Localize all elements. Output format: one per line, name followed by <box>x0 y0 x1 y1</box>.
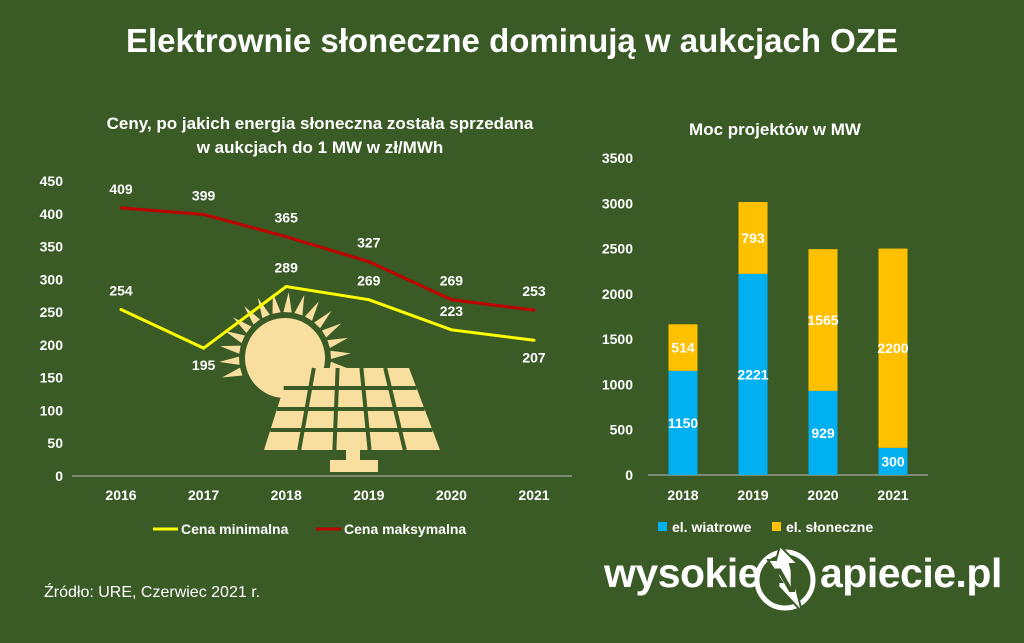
lightning-icon: N <box>754 544 816 614</box>
line-data-label: 409 <box>109 181 133 197</box>
bar-chart-y-tick: 0 <box>625 467 633 483</box>
line-chart-legend: Cena minimalna Cena maksymalna <box>153 521 466 537</box>
line-chart-y-tick: 50 <box>47 435 63 451</box>
bar-chart-x-tick: 2019 <box>737 487 768 503</box>
bar-chart-y-tick: 3500 <box>602 150 633 166</box>
line-point <box>202 212 206 216</box>
line-data-label: 289 <box>275 260 299 276</box>
bar-chart-y-tick: 500 <box>610 422 634 438</box>
line-legend-label: Cena maksymalna <box>344 521 466 537</box>
line-series-max <box>120 206 535 312</box>
line-data-label: 399 <box>192 187 216 203</box>
line-chart-x-tick: 2020 <box>436 487 467 503</box>
line-point <box>367 298 371 302</box>
line-chart-y-tick: 250 <box>40 304 64 320</box>
bar-chart-y-tick: 2000 <box>602 286 633 302</box>
line-chart-x-tick: 2021 <box>518 487 549 503</box>
line-chart-title-line-1: Ceny, po jakich energia słoneczna został… <box>106 114 534 133</box>
bar-chart-y-tick: 2500 <box>602 241 633 257</box>
bar-legend-swatch <box>772 522 781 531</box>
bar-chart-title: Moc projektów w MW <box>689 120 861 139</box>
line-point <box>449 298 453 302</box>
line-chart-x-tick: 2019 <box>353 487 384 503</box>
brand-logo[interactable]: wysokie N apiecie.pl <box>604 544 1002 618</box>
bar-chart-x-tick: 2021 <box>877 487 908 503</box>
bar-data-label: 1565 <box>807 312 838 328</box>
bar-data-label: 2221 <box>737 366 768 382</box>
bar-chart-y-tick: 1500 <box>602 331 633 347</box>
bar-data-label: 300 <box>881 453 905 469</box>
logo-mark: N <box>773 562 798 600</box>
line-chart-y-tick: 150 <box>40 370 64 386</box>
line-point <box>532 308 536 312</box>
bar-data-label: 2200 <box>877 340 908 356</box>
bar-chart-x-tick: 2020 <box>807 487 838 503</box>
bar-segment-wind <box>808 390 838 475</box>
line-chart-y-tick: 350 <box>40 239 64 255</box>
bar-segment-wind <box>668 370 698 475</box>
line-data-label: 254 <box>109 282 133 298</box>
line-chart-x-tick: 2017 <box>188 487 219 503</box>
bar-data-label: 1150 <box>668 415 699 431</box>
line-legend-label: Cena minimalna <box>181 521 289 537</box>
line-data-label: 269 <box>440 273 464 289</box>
bar-chart-y-tick: 1000 <box>602 376 633 392</box>
line-data-label: 195 <box>192 357 216 373</box>
logo-text-left: wysokie <box>604 550 761 596</box>
bar-segment-solar <box>878 248 908 448</box>
bar-legend-swatch <box>658 522 667 531</box>
line-data-label: 327 <box>357 235 381 251</box>
line-data-label: 365 <box>275 210 299 226</box>
bar-legend-label: el. słoneczne <box>786 519 873 535</box>
line-point <box>284 235 288 239</box>
solar-panel-icon <box>264 367 440 472</box>
line-chart-y-tick: 100 <box>40 402 64 418</box>
bar-chart-legend: el. wiatrowe el. słoneczne <box>658 519 873 535</box>
line-point <box>367 260 371 264</box>
bar-segment-wind <box>878 447 908 475</box>
line-point <box>202 346 206 350</box>
line-data-label: 253 <box>522 283 546 299</box>
bar-data-label: 514 <box>671 340 695 356</box>
logo-text-right: apiecie.pl <box>820 550 1002 596</box>
line-chart-title-line-2: w aukcjach do 1 MW w zł/MWh <box>196 138 444 157</box>
line-chart-x-tick: 2018 <box>271 487 302 503</box>
line-point <box>119 206 123 210</box>
bar-legend-label: el. wiatrowe <box>672 519 752 535</box>
line-point <box>284 285 288 289</box>
bar-segment-solar <box>738 202 768 274</box>
line-data-label: 269 <box>357 273 381 289</box>
sun-icon <box>219 292 351 398</box>
bar-chart-y-tick: 3000 <box>602 195 633 211</box>
line-point <box>449 328 453 332</box>
line-point <box>532 338 536 342</box>
line-chart-y-tick: 300 <box>40 271 64 287</box>
line-chart-y-tick: 200 <box>40 337 64 353</box>
line-chart: 0 50 100 150 200 250 300 350 400 450 2016 2017 2018 2… <box>40 173 572 503</box>
bar-segment-solar <box>668 324 698 371</box>
line-point <box>119 307 123 311</box>
bar-data-label: 929 <box>811 425 835 441</box>
line-chart-y-tick: 450 <box>40 173 64 189</box>
line-series-min <box>120 284 535 350</box>
line-data-label: 207 <box>522 349 546 365</box>
line-data-label: 223 <box>440 303 464 319</box>
line-chart-x-tick: 2016 <box>105 487 136 503</box>
bar-chart: 0 500 1000 1500 2000 2500 3000 3500 2018 2019 2020… <box>602 150 928 503</box>
line-chart-y-tick: 400 <box>40 206 64 222</box>
source-note: Źródło: URE, Czerwiec 2021 r. <box>44 584 261 601</box>
page-title: Elektrownie słoneczne dominują w aukcjac… <box>125 22 899 59</box>
bar-chart-x-tick: 2018 <box>667 487 698 503</box>
line-chart-y-tick: 0 <box>55 468 63 484</box>
bar-data-label: 793 <box>741 230 765 246</box>
bar-segment-wind <box>738 273 768 475</box>
line-chart-title: Ceny, po jakich energia słoneczna został… <box>40 112 600 160</box>
bar-segment-solar <box>808 249 838 391</box>
